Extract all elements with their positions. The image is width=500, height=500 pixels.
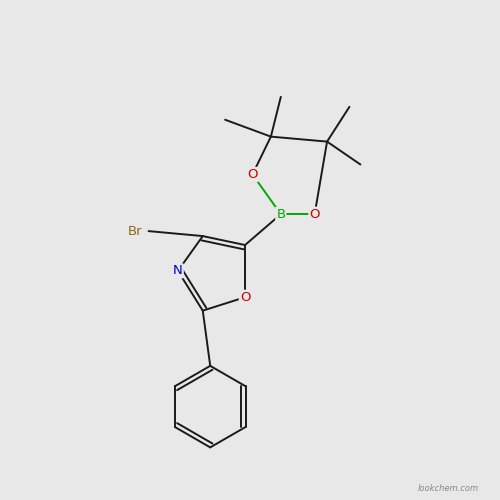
Text: lookchem.com: lookchem.com <box>418 484 478 492</box>
Text: B: B <box>276 208 285 220</box>
Text: O: O <box>247 168 258 181</box>
Text: Br: Br <box>128 224 142 237</box>
Text: N: N <box>173 264 183 278</box>
Text: O: O <box>240 290 250 304</box>
Text: O: O <box>310 208 320 220</box>
